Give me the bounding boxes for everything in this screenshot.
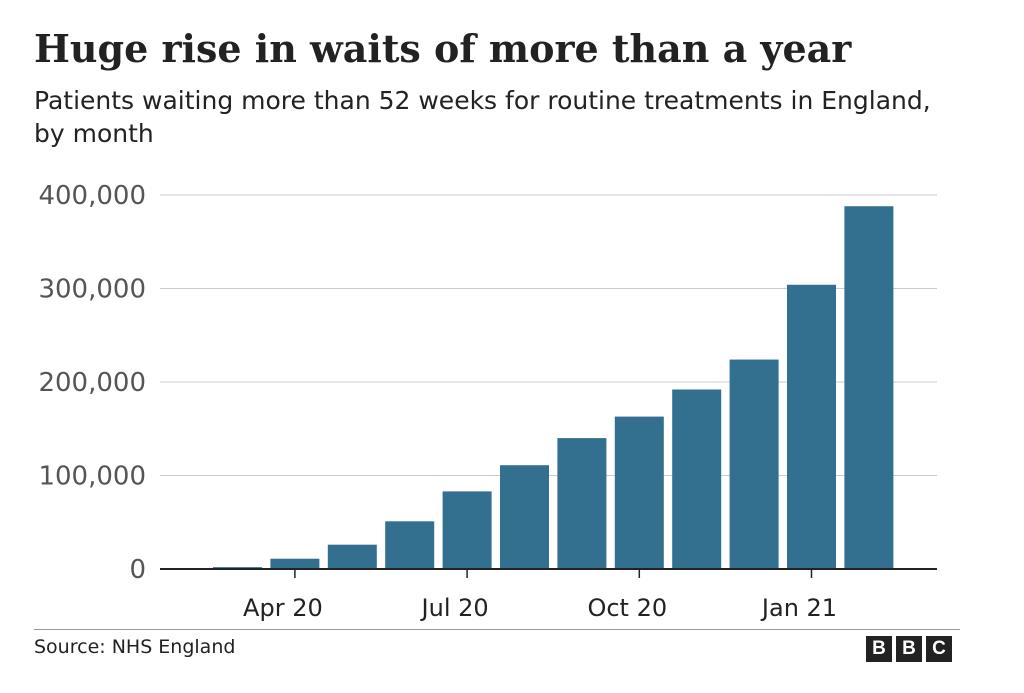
bar-2020-05 [327, 544, 377, 569]
y-tick-label: 300,000 [38, 275, 146, 305]
bar-2020-07 [442, 491, 492, 569]
bar-2020-06 [385, 521, 435, 569]
chart-title: Huge rise in waits of more than a year [34, 26, 852, 71]
y-tick-label: 0 [129, 555, 146, 585]
bbc-logo: B B C [866, 636, 952, 662]
bar-2021-02 [844, 206, 894, 569]
bar-2020-09 [557, 438, 607, 569]
bbc-logo-letter-1: B [866, 636, 892, 662]
source-note: Source: NHS England [34, 636, 236, 658]
bars [213, 206, 894, 569]
x-axis-tick-labels: Apr 20 Jul 20 Oct 20 Jan 21 [243, 569, 837, 622]
y-tick-label: 400,000 [38, 181, 146, 211]
y-tick-label: 200,000 [38, 368, 146, 398]
y-axis-tick-labels: 0 100,000 200,000 300,000 400,000 [38, 181, 146, 585]
y-tick-label: 100,000 [38, 462, 146, 492]
bbc-logo-letter-3: C [926, 636, 952, 662]
chart-subtitle: Patients waiting more than 52 weeks for … [34, 86, 931, 148]
x-tick-label: Jan 21 [760, 594, 837, 622]
bar-2020-04 [270, 558, 320, 569]
bar-2020-11 [672, 389, 722, 569]
bar-2020-08 [500, 465, 549, 569]
bbc-logo-letter-2: B [896, 636, 922, 662]
x-tick-label: Oct 20 [587, 594, 667, 622]
x-tick-label: Jul 20 [420, 594, 489, 622]
bar-2021-01 [787, 284, 836, 569]
bar-2020-12 [729, 359, 779, 569]
source-divider [34, 629, 960, 630]
bar-2020-10 [614, 416, 664, 569]
x-tick-label: Apr 20 [243, 594, 323, 622]
